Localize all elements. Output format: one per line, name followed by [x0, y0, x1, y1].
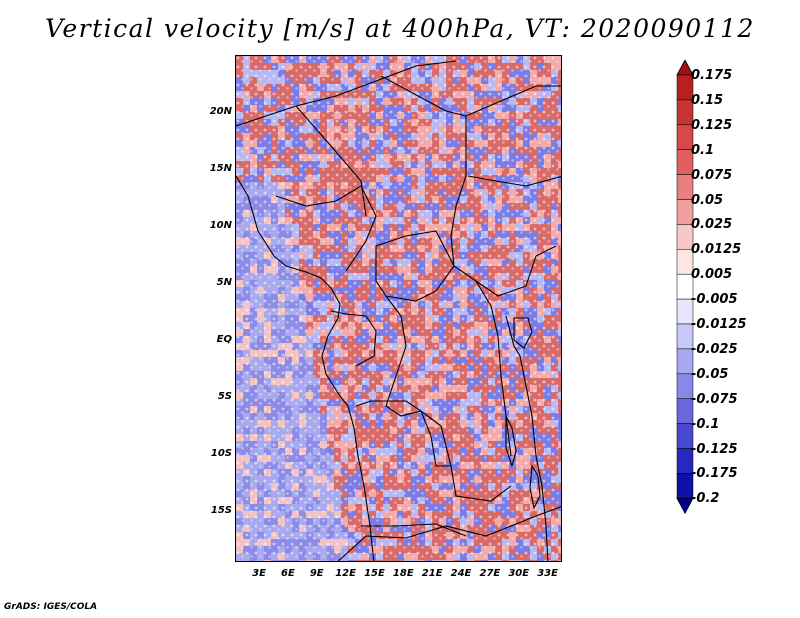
- lon-label: 30E: [508, 568, 530, 579]
- lat-label: 15S: [210, 504, 232, 516]
- border-east-sudan: [467, 175, 561, 187]
- credit-text: GrADS: IGES/COLA: [4, 602, 98, 612]
- colorbar-label: 0.0125: [691, 242, 742, 258]
- colorbar-label: 0.05: [691, 192, 724, 208]
- colorbar-label: -0.025: [691, 341, 738, 357]
- map-panel: [235, 55, 562, 562]
- colorbar-label: -0.2: [691, 491, 720, 507]
- lon-label: 27E: [479, 568, 501, 579]
- colorbar-label: 0.025: [691, 217, 733, 233]
- lon-label: 33E: [537, 568, 558, 579]
- lat-label: EQ: [216, 333, 232, 345]
- colorbar-label: 0.1: [691, 142, 715, 158]
- border-angola-namibia: [361, 523, 467, 537]
- lake-victoria: [513, 317, 533, 349]
- country-borders: [236, 60, 561, 561]
- lat-label: 10N: [209, 219, 232, 231]
- colorbar-label: 0.15: [691, 92, 724, 108]
- colorbar: [676, 60, 694, 515]
- colorbar-label: -0.175: [691, 466, 738, 482]
- colorbar-label: -0.1: [691, 416, 720, 432]
- lake-tanganyika: [505, 415, 517, 468]
- colorbar-label: 0.005: [691, 267, 733, 283]
- border-gabon: [330, 310, 377, 367]
- field-texture: [236, 56, 561, 561]
- lat-label: 5N: [216, 276, 232, 288]
- colorbar-label: 0.075: [691, 167, 733, 183]
- border-angola-zambia: [355, 400, 512, 502]
- border-car: [375, 230, 455, 302]
- lon-label: 24E: [450, 568, 472, 579]
- lon-label: 3E: [252, 568, 266, 579]
- lake-malawi: [529, 464, 541, 510]
- colorbar-label: -0.05: [691, 366, 729, 382]
- coastline-west-africa: [236, 175, 375, 561]
- border-sahara-north: [236, 60, 457, 127]
- border-nigeria-cameroon: [275, 185, 377, 272]
- lat-label: 20N: [209, 105, 232, 117]
- border-niger-chad: [295, 105, 367, 217]
- colorbar-label: -0.125: [691, 441, 738, 457]
- lat-label: 15N: [209, 162, 232, 174]
- lon-label: 18E: [392, 568, 414, 579]
- border-chad-sudan: [450, 205, 557, 297]
- colorbar-label: -0.005: [691, 292, 738, 308]
- colorbar-label: 0.175: [691, 68, 733, 83]
- lon-label: 9E: [309, 568, 324, 579]
- colorbar-bottom-arrow: [676, 497, 694, 515]
- border-congo-drc: [385, 295, 452, 467]
- lon-label: 6E: [280, 568, 295, 579]
- border-ne: [465, 85, 561, 117]
- lon-label: 21E: [421, 568, 443, 579]
- plot-title: Vertical velocity [m/s] at 400hPa, VT: 2…: [45, 14, 755, 43]
- border-south: [337, 506, 561, 561]
- lon-label: 15E: [364, 568, 385, 579]
- colorbar-label: -0.0125: [691, 317, 747, 332]
- border-drc-east: [475, 280, 512, 457]
- colorbar-label: -0.075: [691, 391, 738, 407]
- lon-label: 12E: [335, 568, 356, 579]
- map-canvas: [236, 56, 561, 561]
- colorbar-label: 0.125: [691, 117, 733, 133]
- lat-label: 10S: [210, 447, 232, 459]
- lat-label: 5S: [217, 390, 232, 402]
